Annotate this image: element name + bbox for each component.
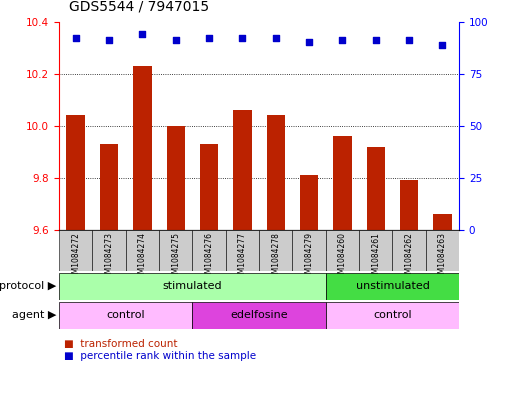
Text: GSM1084276: GSM1084276: [205, 232, 213, 283]
Bar: [133, 66, 151, 230]
Text: ■  percentile rank within the sample: ■ percentile rank within the sample: [64, 351, 256, 361]
Point: [105, 37, 113, 44]
FancyBboxPatch shape: [226, 230, 259, 271]
Bar: [267, 116, 285, 230]
FancyBboxPatch shape: [392, 230, 426, 271]
Text: stimulated: stimulated: [163, 281, 222, 292]
Text: GSM1084273: GSM1084273: [105, 232, 113, 283]
Text: unstimulated: unstimulated: [356, 281, 429, 292]
Text: GSM1084277: GSM1084277: [238, 232, 247, 283]
FancyBboxPatch shape: [259, 230, 292, 271]
Point: [371, 37, 380, 44]
Bar: [233, 110, 251, 230]
Text: GDS5544 / 7947015: GDS5544 / 7947015: [69, 0, 209, 14]
FancyBboxPatch shape: [326, 230, 359, 271]
Text: ■  transformed count: ■ transformed count: [64, 339, 177, 349]
Point: [205, 35, 213, 41]
Point: [238, 35, 246, 41]
Text: GSM1084260: GSM1084260: [338, 232, 347, 283]
FancyBboxPatch shape: [126, 230, 159, 271]
FancyBboxPatch shape: [92, 230, 126, 271]
FancyBboxPatch shape: [192, 302, 326, 329]
Text: GSM1084275: GSM1084275: [171, 232, 180, 283]
FancyBboxPatch shape: [59, 273, 326, 300]
Bar: [167, 126, 185, 230]
Point: [71, 35, 80, 41]
Text: agent ▶: agent ▶: [12, 310, 56, 320]
Bar: [333, 136, 351, 230]
Bar: [200, 144, 218, 230]
Text: GSM1084262: GSM1084262: [405, 232, 413, 283]
Text: control: control: [373, 310, 412, 320]
Text: GSM1084272: GSM1084272: [71, 232, 80, 283]
Bar: [400, 180, 418, 230]
Text: GSM1084278: GSM1084278: [271, 232, 280, 283]
Text: GSM1084263: GSM1084263: [438, 232, 447, 283]
Text: protocol ▶: protocol ▶: [0, 281, 56, 292]
FancyBboxPatch shape: [159, 230, 192, 271]
FancyBboxPatch shape: [326, 273, 459, 300]
Bar: [67, 116, 85, 230]
Text: edelfosine: edelfosine: [230, 310, 288, 320]
Text: GSM1084274: GSM1084274: [138, 232, 147, 283]
Text: GSM1084261: GSM1084261: [371, 232, 380, 283]
Text: control: control: [106, 310, 145, 320]
Point: [438, 41, 446, 48]
FancyBboxPatch shape: [426, 230, 459, 271]
FancyBboxPatch shape: [359, 230, 392, 271]
Point: [138, 31, 147, 37]
FancyBboxPatch shape: [192, 230, 226, 271]
Bar: [433, 214, 451, 230]
Point: [305, 39, 313, 46]
Point: [338, 37, 346, 44]
FancyBboxPatch shape: [292, 230, 326, 271]
FancyBboxPatch shape: [59, 230, 92, 271]
Point: [271, 35, 280, 41]
FancyBboxPatch shape: [59, 302, 192, 329]
Bar: [300, 175, 318, 230]
FancyBboxPatch shape: [326, 302, 459, 329]
Bar: [100, 144, 118, 230]
Point: [171, 37, 180, 44]
Text: GSM1084279: GSM1084279: [305, 232, 313, 283]
Point: [405, 37, 413, 44]
Bar: [367, 147, 385, 230]
